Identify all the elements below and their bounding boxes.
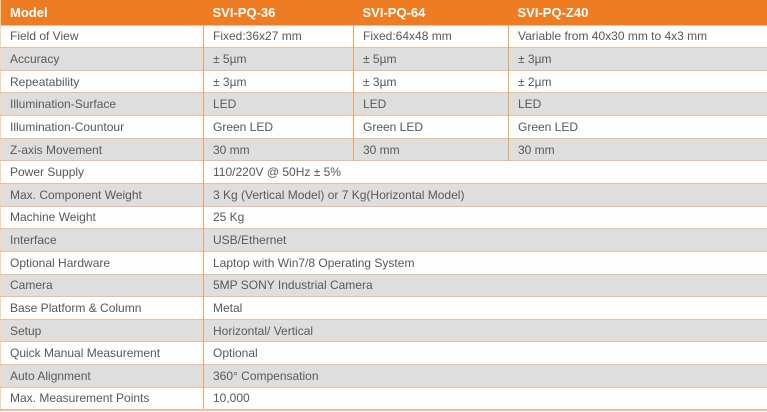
row-value: 3 Kg (Vertical Model) or 7 Kg(Horizontal… [203,182,767,207]
row-label: Power Supply [0,160,204,184]
row-value: ± 5µm [353,47,509,71]
table-row: Illumination-Surface LED LED LED [0,92,767,116]
row-label: Accuracy [0,47,204,71]
row-value: Green LED [508,115,767,139]
row-value: 10,000 [203,386,767,410]
row-label: Illumination-Surface [0,92,204,116]
table-row: Max. Component Weight 3 Kg (Vertical Mode… [0,182,767,207]
table-row: Machine Weight 25 Kg [0,205,767,229]
row-value: LED [353,92,509,116]
row-value: Fixed:36x27 mm [203,24,354,48]
row-label: Quick Manual Measurement [0,341,204,365]
row-value: USB/Ethernet [203,228,767,252]
row-label: Max. Component Weight [0,182,204,207]
table-row: Repeatability ± 3µm ± 3µm ± 2µm [0,69,767,93]
column-header-svi-pq-z40: SVI-PQ-Z40 [508,0,767,25]
row-value: Laptop with Win7/8 Operating System [203,250,767,275]
row-value: LED [203,92,354,116]
row-value: 30 mm [508,137,767,161]
row-value: ± 2µm [508,69,767,93]
row-value: Green LED [353,115,509,139]
row-label: Interface [0,228,204,252]
row-label: Optional Hardware [0,250,204,275]
row-value: ± 3µm [508,47,767,71]
row-value: 25 Kg [203,205,767,229]
row-value: 110/220V @ 50Hz ± 5% [203,160,767,184]
row-label: Setup [0,318,204,342]
table-row: Camera 5MP SONY Industrial Camera [0,273,767,297]
row-value: Metal [203,296,767,320]
table-row: Quick Manual Measurement Optional [0,341,767,365]
column-header-model: Model [0,0,204,25]
row-value: ± 3µm [203,69,354,93]
row-value: LED [508,92,767,116]
row-label: Z-axis Movement [0,137,204,161]
table-row: Z-axis Movement 30 mm 30 mm 30 mm [0,137,767,161]
table-row: Setup Horizontal/ Vertical [0,318,767,342]
column-header-svi-pq-36: SVI-PQ-36 [203,0,354,25]
spec-table-head: Model SVI-PQ-36 SVI-PQ-64 SVI-PQ-Z40 [0,0,767,25]
row-value: 360° Compensation [203,364,767,388]
table-row: Illumination-Countour Green LED Green LED G… [0,115,767,139]
spec-table-body: Field of View Fixed:36x27 mm Fixed:64x48 m… [0,24,767,410]
row-value: Fixed:64x48 mm [353,24,509,48]
table-row: Base Platform & Column Metal [0,296,767,320]
row-value: 30 mm [353,137,509,161]
table-row: Max. Measurement Points 10,000 [0,386,767,410]
row-value: Green LED [203,115,354,139]
row-label: Camera [0,273,204,297]
header-row: Model SVI-PQ-36 SVI-PQ-64 SVI-PQ-Z40 [0,0,767,25]
row-label: Max. Measurement Points [0,386,204,410]
table-row: Interface USB/Ethernet [0,228,767,252]
row-label: Illumination-Countour [0,115,204,139]
row-label: Auto Alignment [0,364,204,388]
row-label: Machine Weight [0,205,204,229]
row-value: ± 5µm [203,47,354,71]
row-value: Variable from 40x30 mm to 4x3 mm [508,24,767,48]
row-value: Optional [203,341,767,365]
row-label: Base Platform & Column [0,296,204,320]
row-value: Horizontal/ Vertical [203,318,767,342]
table-row: Power Supply 110/220V @ 50Hz ± 5% [0,160,767,184]
row-label: Repeatability [0,69,204,93]
column-header-svi-pq-64: SVI-PQ-64 [353,0,509,25]
row-value: 5MP SONY Industrial Camera [203,273,767,297]
table-row: Field of View Fixed:36x27 mm Fixed:64x48 m… [0,24,767,48]
row-value: ± 3µm [353,69,509,93]
row-value: 30 mm [203,137,354,161]
row-label: Field of View [0,24,204,48]
table-row: Auto Alignment 360° Compensation [0,364,767,388]
table-row: Accuracy ± 5µm ± 5µm ± 3µm [0,47,767,71]
table-row: Optional Hardware Laptop with Win7/8 Oper… [0,250,767,275]
